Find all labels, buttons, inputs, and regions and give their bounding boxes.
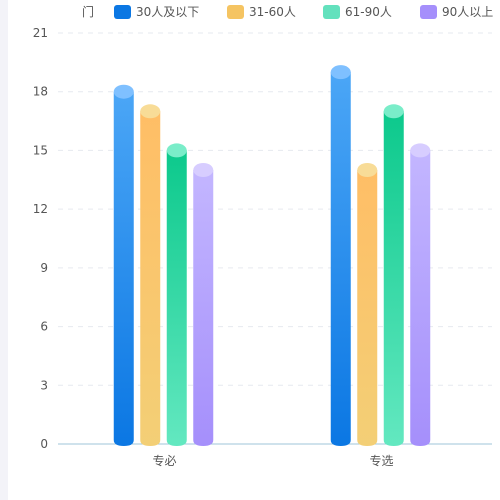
bar-body xyxy=(383,111,404,447)
bar-1-2[interactable] xyxy=(383,104,404,447)
legend-clipped-prefix: 门 xyxy=(82,4,94,19)
legend-item[interactable]: 31-60人 xyxy=(227,5,296,19)
bar-body xyxy=(166,150,187,446)
legend-label: 61-90人 xyxy=(345,5,392,19)
bar-body xyxy=(410,150,431,446)
y-tick-label: 0 xyxy=(40,437,48,451)
legend-swatch xyxy=(227,5,244,19)
legend-label: 90人以上 xyxy=(442,5,493,19)
bar-cap xyxy=(166,143,187,158)
bar-cap xyxy=(357,163,378,177)
bar-cap xyxy=(383,104,404,119)
y-tick-label: 9 xyxy=(40,261,48,275)
legend-item[interactable]: 61-90人 xyxy=(323,5,392,19)
bar-body xyxy=(140,111,161,447)
x-tick-label: 专选 xyxy=(369,453,393,468)
legend-item[interactable]: 30人及以下 xyxy=(114,5,199,19)
bar-cap xyxy=(330,65,351,80)
bar-cap xyxy=(193,163,214,177)
y-tick-label: 3 xyxy=(40,378,48,392)
bar-cap xyxy=(113,84,134,99)
bar-0-0[interactable] xyxy=(113,84,134,446)
legend-label: 31-60人 xyxy=(249,5,296,19)
bar-body xyxy=(330,72,351,447)
y-tick-label: 18 xyxy=(33,85,48,99)
bar-0-3[interactable] xyxy=(193,163,214,446)
bar-1-0[interactable] xyxy=(330,65,351,447)
x-tick-label: 专必 xyxy=(152,453,176,468)
legend-item[interactable]: 90人以上 xyxy=(420,5,493,19)
legend-swatch xyxy=(114,5,131,19)
bars xyxy=(113,65,431,447)
bar-cap xyxy=(140,104,161,119)
y-tick-label: 6 xyxy=(40,320,48,334)
y-tick-label: 21 xyxy=(33,26,48,40)
bar-body xyxy=(113,91,134,446)
legend-label: 30人及以下 xyxy=(136,5,199,19)
bar-0-1[interactable] xyxy=(140,104,161,447)
bar-body xyxy=(357,170,378,446)
y-tick-label: 12 xyxy=(33,202,48,216)
bar-body xyxy=(193,170,214,446)
bar-1-3[interactable] xyxy=(410,143,431,446)
legend[interactable]: 门 30人及以下 31-60人 61-90人 90人以上 xyxy=(82,4,493,19)
y-axis: 0 3 6 9 12 15 18 21 xyxy=(33,26,48,451)
legend-swatch xyxy=(323,5,340,19)
bar-0-2[interactable] xyxy=(166,143,187,446)
bar-cap xyxy=(410,143,431,158)
y-tick-label: 15 xyxy=(33,143,48,157)
x-axis: 专必 专选 xyxy=(58,443,492,468)
bar-1-1[interactable] xyxy=(357,163,378,446)
legend-swatch xyxy=(420,5,437,19)
